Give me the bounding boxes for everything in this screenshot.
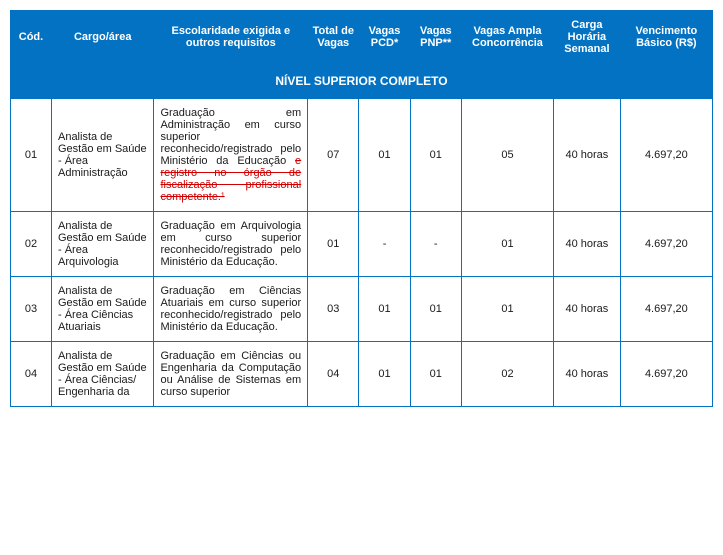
cell-pcd: 01 [359,342,410,407]
table-row: 02 Analista de Gestão em Saúde - Área Ar… [11,212,713,277]
cell-venc: 4.697,20 [620,99,712,212]
cell-total: 07 [308,99,359,212]
cell-escolaridade: Graduação em Ciências Atuariais em curso… [154,277,308,342]
cell-pcd: 01 [359,99,410,212]
esc-text: Graduação em Ciências ou Engenharia da C… [160,350,301,398]
cell-escolaridade: Graduação em Administração em curso supe… [154,99,308,212]
col-carga: Carga Horária Semanal [554,11,621,64]
cell-cargo: Analista de Gestão em Saúde - Área Admin… [51,99,153,212]
col-vagas-pnp: Vagas PNP** [410,11,461,64]
cell-cargo: Analista de Gestão em Saúde - Área Ciênc… [51,342,153,407]
jobs-table: Cód. Cargo/área Escolaridade exigida e o… [10,10,713,407]
cell-total: 03 [308,277,359,342]
esc-text: Graduação em Arquivologia em curso super… [160,220,301,268]
esc-text: Graduação em Ciências Atuariais em curso… [160,285,301,333]
cell-venc: 4.697,20 [620,277,712,342]
section-title: NÍVEL SUPERIOR COMPLETO [11,64,713,99]
col-vagas-pcd: Vagas PCD* [359,11,410,64]
cell-cod: 02 [11,212,52,277]
cell-escolaridade: Graduação em Ciências ou Engenharia da C… [154,342,308,407]
col-vagas-ampla: Vagas Ampla Concorrência [461,11,553,64]
table-body: NÍVEL SUPERIOR COMPLETO 01 Analista de G… [11,64,713,407]
table-row: 04 Analista de Gestão em Saúde - Área Ci… [11,342,713,407]
cell-venc: 4.697,20 [620,212,712,277]
header-row: Cód. Cargo/área Escolaridade exigida e o… [11,11,713,64]
cell-pcd: - [359,212,410,277]
col-vencimento: Vencimento Básico (R$) [620,11,712,64]
cell-pnp: 01 [410,99,461,212]
cell-carga: 40 horas [554,212,621,277]
cell-ampla: 02 [461,342,553,407]
cell-pnp: 01 [410,277,461,342]
cell-cargo: Analista de Gestão em Saúde - Área Ciênc… [51,277,153,342]
cell-carga: 40 horas [554,99,621,212]
esc-text: Graduação em Administração em curso supe… [160,107,301,167]
cell-total: 01 [308,212,359,277]
cell-pnp: - [410,212,461,277]
cell-cod: 03 [11,277,52,342]
col-escolaridade: Escolaridade exigida e outros requisitos [154,11,308,64]
table-row: 01 Analista de Gestão em Saúde - Área Ad… [11,99,713,212]
cell-pcd: 01 [359,277,410,342]
cell-cod: 04 [11,342,52,407]
cell-ampla: 01 [461,212,553,277]
cell-ampla: 05 [461,99,553,212]
section-row: NÍVEL SUPERIOR COMPLETO [11,64,713,99]
cell-cargo: Analista de Gestão em Saúde - Área Arqui… [51,212,153,277]
cell-cod: 01 [11,99,52,212]
col-cod: Cód. [11,11,52,64]
table-row: 03 Analista de Gestão em Saúde - Área Ci… [11,277,713,342]
cell-total: 04 [308,342,359,407]
col-cargo: Cargo/área [51,11,153,64]
cell-pnp: 01 [410,342,461,407]
cell-ampla: 01 [461,277,553,342]
cell-escolaridade: Graduação em Arquivologia em curso super… [154,212,308,277]
cell-carga: 40 horas [554,342,621,407]
cell-venc: 4.697,20 [620,342,712,407]
col-total-vagas: Total de Vagas [308,11,359,64]
cell-carga: 40 horas [554,277,621,342]
